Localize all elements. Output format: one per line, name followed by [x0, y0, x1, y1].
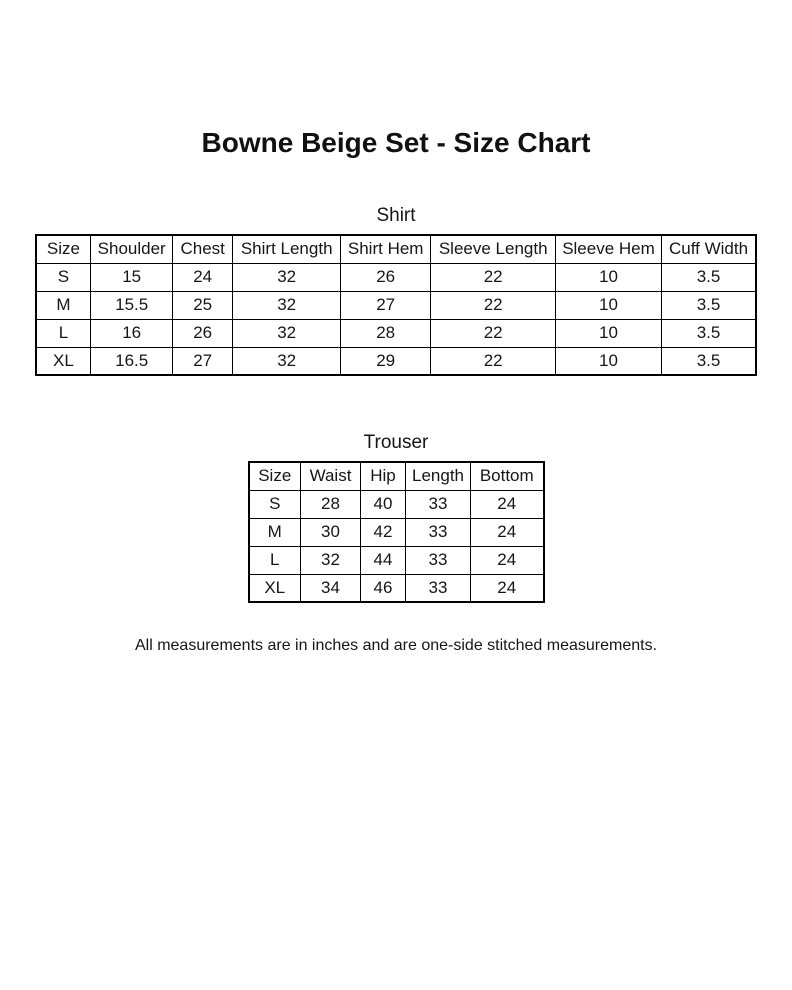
measurement-cell: 44 [360, 545, 406, 575]
measurement-cell: 22 [430, 290, 557, 320]
size-cell: L [35, 318, 92, 348]
measurement-cell: 40 [360, 489, 406, 519]
measurement-cell: 26 [340, 262, 432, 292]
measurement-cell: 33 [405, 573, 471, 603]
measurement-cell: 29 [340, 346, 432, 376]
trouser-table-caption: Trouser [363, 432, 429, 453]
column-header: Length [405, 461, 471, 491]
measurement-cell: 32 [232, 318, 342, 348]
page-title: Bowne Beige Set - Size Chart [201, 127, 591, 158]
column-header: Waist [300, 461, 361, 491]
column-header: Bottom [470, 461, 544, 491]
measurement-cell: 16 [90, 318, 174, 348]
measurement-cell: 33 [405, 545, 471, 575]
measurement-cell: 32 [232, 290, 342, 320]
column-header: Chest [172, 234, 234, 264]
size-cell: L [248, 545, 301, 575]
measurement-cell: 3.5 [660, 318, 757, 348]
measurement-cell: 33 [405, 489, 471, 519]
table-row: L 16 26 32 28 22 10 3.5 [35, 318, 757, 348]
column-header: Shoulder [90, 234, 174, 264]
measurement-cell: 42 [360, 517, 406, 547]
measurement-cell: 33 [405, 517, 471, 547]
column-header: Size [35, 234, 92, 264]
size-cell: S [35, 262, 92, 292]
shirt-size-table: Size Shoulder Chest Shirt Length Shirt Hem Sl… [34, 234, 758, 376]
measurement-cell: 22 [430, 346, 557, 376]
column-header: Sleeve Hem [555, 234, 662, 264]
measurement-cell: 16.5 [90, 346, 174, 376]
header-row: Size Waist Hip Length Bottom [248, 461, 544, 491]
measurement-cell: 3.5 [660, 290, 757, 320]
measurement-cell: 28 [300, 489, 361, 519]
measurement-cell: 15 [90, 262, 174, 292]
measurement-cell: 32 [232, 346, 342, 376]
table-row: M 30 42 33 24 [248, 517, 544, 547]
table-row: M 15.5 25 32 27 22 10 3.5 [35, 290, 757, 320]
table-row: S 15 24 32 26 22 10 3.5 [35, 262, 757, 292]
measurement-cell: 24 [470, 489, 544, 519]
measurement-cell: 26 [172, 318, 234, 348]
measurement-cell: 27 [340, 290, 432, 320]
measurement-cell: 22 [430, 318, 557, 348]
measurement-cell: 10 [555, 346, 662, 376]
measurement-cell: 24 [470, 573, 544, 603]
column-header: Sleeve Length [430, 234, 557, 264]
size-cell: XL [248, 573, 301, 603]
trouser-section: Trouser Size Waist Hip Length Bottom S 28 40 33 2… [0, 432, 792, 603]
measurement-cell: 24 [172, 262, 234, 292]
table-row: XL 16.5 27 32 29 22 10 3.5 [35, 346, 757, 376]
table-row: L 32 44 33 24 [248, 545, 544, 575]
measurement-cell: 28 [340, 318, 432, 348]
measurement-cell: 15.5 [90, 290, 174, 320]
header-row: Size Shoulder Chest Shirt Length Shirt Hem Sl… [35, 234, 757, 264]
trouser-size-table: Size Waist Hip Length Bottom S 28 40 33 24 M 30 42 33… [247, 461, 545, 603]
column-header: Shirt Length [232, 234, 342, 264]
table-row: XL 34 46 33 24 [248, 573, 544, 603]
measurement-cell: 24 [470, 545, 544, 575]
measurement-cell: 27 [172, 346, 234, 376]
measurement-cell: 3.5 [660, 262, 757, 292]
measurement-cell: 30 [300, 517, 361, 547]
measurement-cell: 10 [555, 318, 662, 348]
measurement-cell: 24 [470, 517, 544, 547]
measurement-cell: 46 [360, 573, 406, 603]
column-header: Cuff Width [660, 234, 757, 264]
shirt-table-caption: Shirt [376, 205, 416, 226]
measurement-cell: 34 [300, 573, 361, 603]
table-row: S 28 40 33 24 [248, 489, 544, 519]
measurement-cell: 10 [555, 262, 662, 292]
size-cell: M [248, 517, 301, 547]
column-header: Shirt Hem [340, 234, 432, 264]
shirt-section: Shirt Size Shoulder Chest Shirt Length Shirt… [0, 205, 792, 376]
measurement-cell: 22 [430, 262, 557, 292]
measurement-cell: 10 [555, 290, 662, 320]
measurement-footnote: All measurements are in inches and are o… [134, 637, 658, 654]
size-cell: M [35, 290, 92, 320]
measurement-cell: 32 [232, 262, 342, 292]
column-header: Size [248, 461, 301, 491]
size-cell: XL [35, 346, 92, 376]
size-cell: S [248, 489, 301, 519]
measurement-cell: 3.5 [660, 346, 757, 376]
measurement-cell: 32 [300, 545, 361, 575]
measurement-cell: 25 [172, 290, 234, 320]
column-header: Hip [360, 461, 406, 491]
